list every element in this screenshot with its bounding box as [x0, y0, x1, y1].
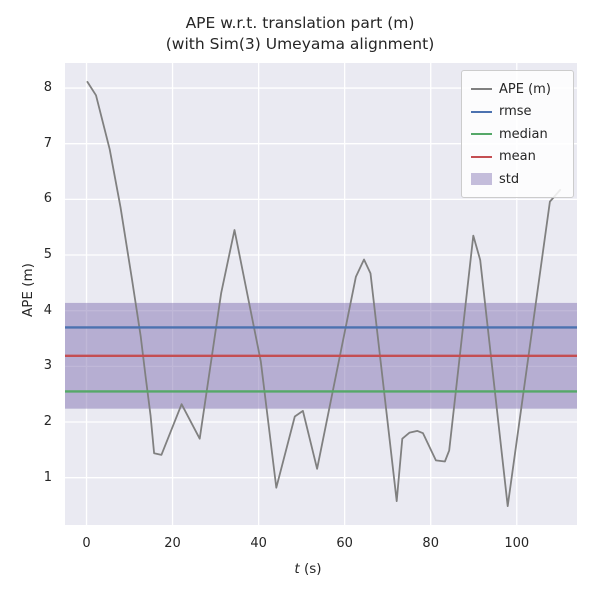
legend-item-ape-m: APE (m): [471, 78, 564, 101]
legend-item-std: std: [471, 168, 564, 191]
chart-title-line1: APE w.r.t. translation part (m): [185, 14, 415, 32]
legend-label: std: [499, 171, 520, 187]
legend-line-swatch: [471, 133, 492, 136]
x-tick-label: 0: [82, 536, 91, 551]
ape-line: [86, 80, 562, 508]
legend-line-swatch: [471, 110, 492, 113]
legend-patch-swatch: [471, 173, 492, 186]
y-tick-label: 4: [43, 302, 52, 318]
legend: APE (m) rmse median mean std: [461, 70, 574, 198]
legend-label: median: [499, 126, 548, 142]
y-tick-label: 8: [43, 80, 52, 96]
chart-title-line2: (with Sim(3) Umeyama alignment): [165, 35, 435, 53]
legend-item-rmse: rmse: [471, 101, 564, 124]
legend-label: mean: [499, 149, 536, 165]
y-tick-label: 6: [43, 191, 52, 207]
legend-line-swatch: [471, 88, 492, 91]
y-tick-label: 3: [43, 358, 52, 374]
x-axis-label: t (s): [294, 561, 321, 577]
legend-item-mean: mean: [471, 146, 564, 169]
x-tick-label: 80: [422, 536, 439, 551]
x-axis-label-variable: t: [294, 561, 300, 577]
y-tick-label: 2: [43, 414, 52, 430]
legend-label: rmse: [499, 104, 532, 120]
legend-item-median: median: [471, 123, 564, 146]
y-tick-label: 5: [43, 247, 52, 263]
x-tick-label: 40: [250, 536, 267, 551]
chart-title: APE w.r.t. translation part (m) (with Si…: [0, 13, 600, 55]
y-tick-label: 1: [43, 469, 52, 485]
legend-line-swatch: [471, 155, 492, 158]
legend-label: APE (m): [499, 81, 551, 97]
y-tick-label: 7: [43, 135, 52, 151]
x-tick-label: 20: [164, 536, 181, 551]
x-tick-label: 60: [336, 536, 353, 551]
x-axis-label-unit: (s): [299, 561, 322, 577]
x-tick-label: 100: [504, 536, 530, 551]
